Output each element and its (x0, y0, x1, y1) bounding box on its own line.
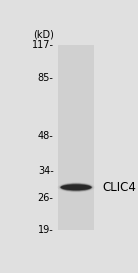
Ellipse shape (60, 184, 92, 191)
Ellipse shape (58, 182, 95, 192)
Text: 48-: 48- (38, 131, 54, 141)
Text: 26-: 26- (38, 194, 54, 203)
FancyBboxPatch shape (58, 45, 94, 230)
Text: 85-: 85- (38, 73, 54, 83)
Ellipse shape (59, 183, 93, 192)
Text: 19-: 19- (38, 225, 54, 235)
Ellipse shape (61, 184, 91, 190)
Text: 117-: 117- (32, 40, 54, 51)
Text: CLIC4: CLIC4 (103, 181, 137, 194)
Text: (kD): (kD) (33, 29, 54, 39)
Ellipse shape (60, 183, 92, 191)
Text: 34-: 34- (38, 166, 54, 176)
